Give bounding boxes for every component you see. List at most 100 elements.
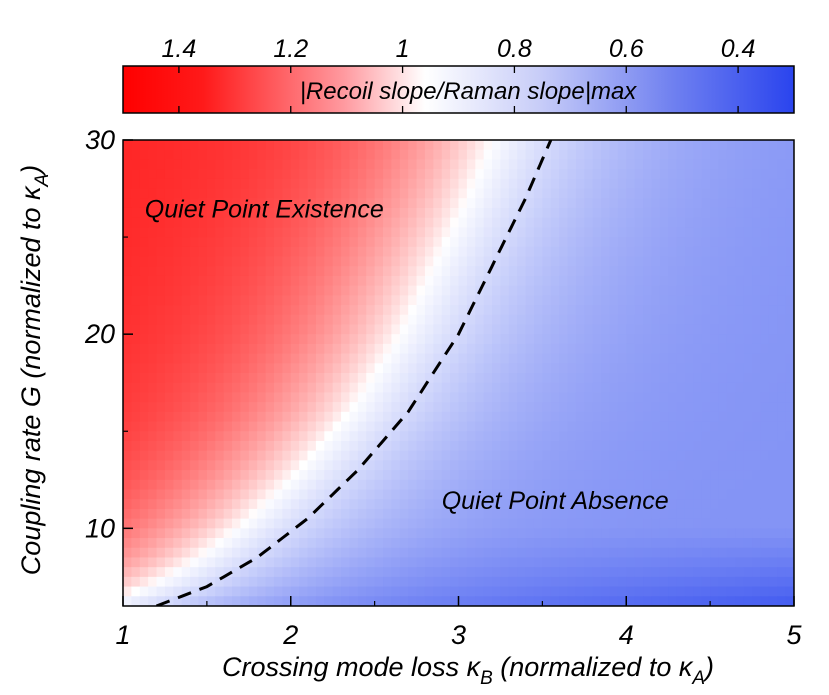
heatmap-cell xyxy=(684,363,694,374)
heatmap-cell xyxy=(517,314,527,326)
heatmap-cell xyxy=(315,479,325,491)
heatmap-cell xyxy=(492,237,502,248)
heatmap-cell xyxy=(248,460,258,471)
heatmap-cell xyxy=(659,499,669,510)
heatmap-cell xyxy=(550,217,560,228)
heatmap-cell xyxy=(626,440,636,452)
heatmap-cell xyxy=(156,159,166,170)
heatmap-cell xyxy=(584,363,594,374)
heatmap-cell xyxy=(684,479,694,491)
heatmap-cell xyxy=(701,178,711,190)
heatmap-cell xyxy=(424,285,434,296)
heatmap-cell xyxy=(290,198,300,209)
heatmap-cell xyxy=(399,518,409,529)
heatmap-cell xyxy=(542,207,552,219)
heatmap-cell xyxy=(735,489,745,500)
heatmap-cell xyxy=(315,227,325,238)
heatmap-cell xyxy=(307,470,317,481)
heatmap-cell xyxy=(785,363,794,374)
heatmap-cell xyxy=(785,159,794,170)
heatmap-cell xyxy=(659,518,669,529)
heatmap-cell xyxy=(643,217,653,228)
heatmap-cell xyxy=(181,528,191,539)
heatmap-cell xyxy=(525,217,535,228)
heatmap-cell xyxy=(240,411,250,423)
heatmap-cell xyxy=(299,246,309,258)
heatmap-cell xyxy=(181,440,191,452)
heatmap-cell xyxy=(609,178,619,190)
heatmap-cell xyxy=(693,479,703,491)
heatmap-cell xyxy=(433,460,443,471)
heatmap-cell xyxy=(215,305,225,316)
heatmap-cell xyxy=(668,353,678,364)
heatmap-cell xyxy=(416,567,426,578)
heatmap-cell xyxy=(735,266,745,277)
heatmap-cell xyxy=(198,363,208,374)
heatmap-cell xyxy=(332,431,342,442)
heatmap-cell xyxy=(567,256,577,267)
heatmap-cell xyxy=(307,305,317,316)
heatmap-cell xyxy=(575,198,585,209)
heatmap-cell xyxy=(248,596,258,606)
heatmap-cell xyxy=(232,314,242,326)
heatmap-cell xyxy=(240,178,250,190)
heatmap-cell xyxy=(710,334,720,345)
heatmap-cell xyxy=(609,450,619,461)
heatmap-cell xyxy=(366,528,376,539)
heatmap-cell xyxy=(173,314,183,326)
heatmap-cell xyxy=(215,567,225,578)
heatmap-cell xyxy=(492,266,502,277)
heatmap-cell xyxy=(525,246,535,258)
heatmap-cell xyxy=(508,479,518,491)
heatmap-cell xyxy=(567,198,577,209)
heatmap-cell xyxy=(416,198,426,209)
heatmap-cell xyxy=(257,305,267,316)
y-axis-title: Coupling rate G (normalized to κA) xyxy=(16,165,53,575)
heatmap-cell xyxy=(232,440,242,452)
heatmap-cell xyxy=(441,159,451,170)
heatmap-cell xyxy=(215,470,225,481)
heatmap-cell xyxy=(416,256,426,267)
heatmap-cell xyxy=(139,538,149,549)
heatmap-cell xyxy=(634,285,644,296)
heatmap-cell xyxy=(542,411,552,423)
heatmap-cell xyxy=(718,373,728,384)
heatmap-cell xyxy=(508,450,518,461)
heatmap-cell xyxy=(483,596,493,606)
heatmap-cell xyxy=(559,266,569,277)
heatmap-cell xyxy=(416,518,426,529)
heatmap-cell xyxy=(215,295,225,306)
heatmap-cell xyxy=(148,411,158,423)
heatmap-cell xyxy=(609,499,619,510)
heatmap-cell xyxy=(332,305,342,316)
heatmap-cell xyxy=(785,227,794,238)
heatmap-cell xyxy=(374,207,384,219)
heatmap-cell xyxy=(164,159,174,170)
heatmap-cell xyxy=(617,567,627,578)
heatmap-cell xyxy=(651,440,661,452)
heatmap-cell xyxy=(450,140,460,151)
heatmap-cell xyxy=(718,217,728,228)
heatmap-cell xyxy=(357,324,367,335)
heatmap-cell xyxy=(676,576,686,588)
heatmap-cell xyxy=(626,382,636,394)
heatmap-cell xyxy=(718,431,728,442)
heatmap-cell xyxy=(341,353,351,364)
heatmap-cell xyxy=(399,159,409,170)
heatmap-cell xyxy=(701,450,711,461)
heatmap-cell xyxy=(374,266,384,277)
heatmap-cell xyxy=(139,324,149,335)
heatmap-cell xyxy=(743,508,753,520)
heatmap-cell xyxy=(760,421,770,432)
heatmap-cell xyxy=(701,188,711,199)
heatmap-cell xyxy=(601,178,611,190)
heatmap-cell xyxy=(290,382,300,394)
heatmap-cell xyxy=(601,324,611,335)
heatmap-cell xyxy=(265,275,275,287)
heatmap-cell xyxy=(525,353,535,364)
heatmap-cell xyxy=(525,392,535,403)
heatmap-cell xyxy=(592,547,602,559)
heatmap-cell xyxy=(366,324,376,335)
heatmap-cell xyxy=(139,402,149,413)
